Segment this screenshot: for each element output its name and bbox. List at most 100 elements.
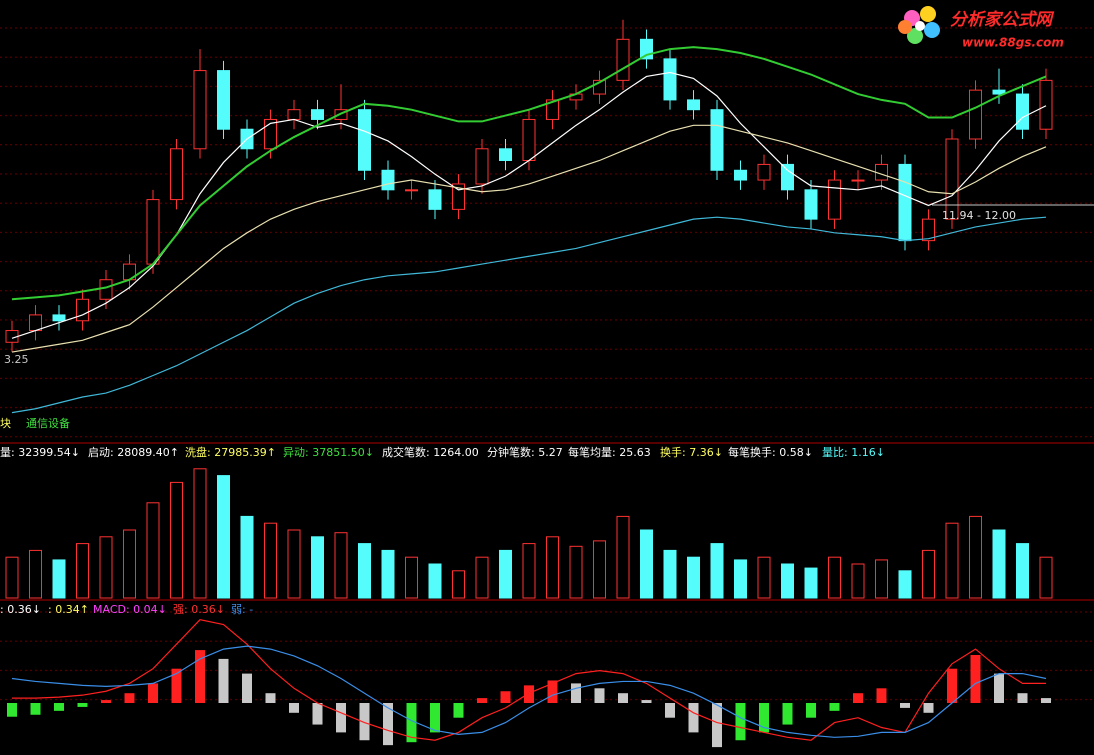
macd-bar	[994, 673, 1004, 703]
candle-body	[710, 109, 724, 171]
candle-body	[405, 189, 418, 192]
volume-bar	[405, 556, 418, 599]
candle-body	[170, 148, 183, 201]
volume-bar	[287, 529, 301, 599]
candle-body	[146, 199, 160, 265]
candle-body	[1016, 93, 1029, 130]
indicator: 强: 0.36↓	[173, 603, 225, 616]
macd-bar	[923, 703, 934, 713]
macd-bar	[571, 683, 581, 703]
volume-bar	[898, 570, 912, 599]
candle-body	[687, 99, 700, 111]
volume-bar	[358, 543, 371, 599]
grid	[0, 610, 1094, 705]
volume-bar	[217, 475, 230, 599]
volume-bar	[123, 529, 136, 599]
volume-bar	[311, 536, 324, 599]
volume-bar	[76, 543, 89, 599]
volume-bar	[1039, 556, 1053, 599]
volume-bar	[945, 522, 959, 599]
indicator: 弱: -	[231, 603, 253, 616]
candle-body	[287, 109, 301, 120]
macd-bar	[477, 698, 487, 703]
volume-bar	[499, 549, 512, 599]
macd-bar	[101, 700, 111, 703]
candle-body	[475, 148, 489, 185]
volume-bar	[52, 559, 66, 599]
line	[11, 71, 1047, 339]
candle-body	[311, 109, 324, 120]
candle-body	[546, 99, 559, 120]
candle-body	[969, 89, 982, 140]
macd-bar	[500, 691, 511, 703]
macd-bar	[594, 688, 605, 703]
logo-url: www.88gs.com	[962, 36, 1064, 50]
macd-bar	[735, 703, 746, 741]
candle-body	[358, 109, 371, 171]
candle-body	[52, 314, 66, 322]
candle-body	[428, 189, 442, 210]
macd-bar	[900, 703, 910, 708]
volume-bar	[710, 543, 724, 599]
volume-bar	[193, 468, 207, 599]
volume-bar	[428, 563, 442, 599]
candle-body	[1039, 79, 1053, 130]
candle-body	[499, 148, 512, 161]
indicator: 启动: 28089.40↑	[88, 446, 179, 459]
volume-bar	[757, 556, 771, 599]
macd-bar	[124, 693, 135, 703]
macd-bar	[853, 693, 863, 703]
macd-bar	[195, 650, 205, 703]
candle-body	[99, 279, 113, 300]
macd-bar	[829, 703, 840, 711]
volume-bar	[851, 563, 865, 599]
candle-body	[898, 163, 912, 242]
macd-bar	[759, 703, 769, 733]
line	[11, 124, 1047, 353]
volume-bar	[640, 529, 653, 599]
volume-bar	[969, 515, 982, 599]
candle-body	[757, 163, 771, 181]
candle-body	[522, 118, 536, 161]
price-label: 3.25	[4, 353, 29, 366]
macd-bar	[947, 668, 957, 703]
indicator: 洗盘: 27985.39↑	[185, 445, 276, 459]
indicator: 成交笔数: 1264.00	[382, 445, 479, 459]
macd-bar	[1017, 693, 1028, 703]
candle-body	[992, 89, 1006, 95]
candle-body	[76, 298, 89, 322]
indicator: 量: 32399.54↓	[0, 446, 80, 459]
candle-body	[828, 179, 841, 220]
macd-bar	[524, 685, 534, 703]
macd-bar	[641, 700, 652, 703]
candle-body	[264, 118, 277, 150]
candle-body	[29, 314, 42, 332]
volume-bar	[922, 549, 935, 599]
volume-bar	[734, 559, 747, 599]
line	[11, 645, 1047, 738]
candle-body	[452, 183, 465, 210]
macd-bar	[453, 703, 464, 718]
macd-bar	[665, 703, 675, 718]
macd-bar	[547, 680, 558, 703]
candle-body	[381, 169, 395, 191]
macd-bar	[54, 703, 64, 711]
macd-bar	[359, 703, 370, 741]
macd-bar	[712, 703, 722, 748]
indicator: 换手: 7.36↓	[660, 445, 723, 459]
volume-bar	[687, 556, 700, 599]
volume-bar	[264, 522, 277, 599]
line	[11, 216, 1047, 414]
candle-body	[663, 58, 677, 101]
sector-label: 块	[0, 417, 11, 430]
indicator: MACD: 0.04↓	[93, 603, 167, 616]
macd-bar	[289, 703, 299, 713]
volume-bar	[29, 549, 42, 599]
grid	[0, 0, 1094, 440]
candle-body	[945, 138, 959, 220]
line	[12, 619, 1046, 741]
indicator: 每笔换手: 0.58↓	[728, 445, 813, 459]
line	[11, 46, 1047, 301]
macd-bar	[618, 693, 628, 703]
macd-bar	[876, 688, 887, 703]
